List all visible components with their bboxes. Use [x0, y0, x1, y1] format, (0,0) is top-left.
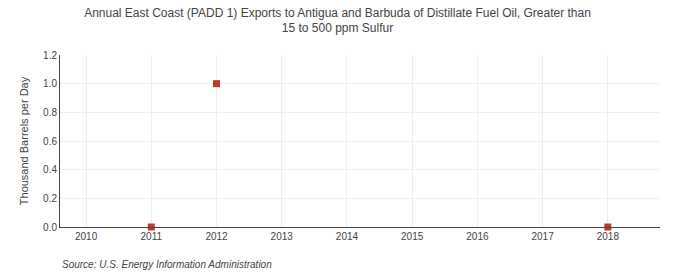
svg-text:0.4: 0.4 — [43, 164, 57, 175]
svg-text:1.2: 1.2 — [43, 50, 57, 61]
svg-text:2013: 2013 — [271, 231, 294, 242]
svg-text:2011: 2011 — [141, 231, 163, 242]
svg-text:Thousand Barrels per Day: Thousand Barrels per Day — [18, 76, 30, 205]
svg-text:0.8: 0.8 — [43, 107, 57, 118]
svg-text:2012: 2012 — [205, 231, 228, 242]
svg-text:0.2: 0.2 — [43, 193, 57, 204]
svg-text:2016: 2016 — [466, 231, 489, 242]
svg-text:1.0: 1.0 — [43, 78, 57, 89]
svg-text:2018: 2018 — [597, 231, 620, 242]
svg-text:0.0: 0.0 — [43, 222, 57, 233]
svg-text:0.6: 0.6 — [43, 136, 57, 147]
svg-text:2017: 2017 — [531, 231, 554, 242]
svg-text:2015: 2015 — [401, 231, 424, 242]
svg-text:Annual East Coast (PADD 1) Exp: Annual East Coast (PADD 1) Exports to An… — [84, 6, 591, 36]
svg-text:2014: 2014 — [336, 231, 359, 242]
svg-text:Source: U.S. Energy Informatio: Source: U.S. Energy Information Administ… — [62, 259, 272, 270]
svg-text:2010: 2010 — [75, 231, 98, 242]
